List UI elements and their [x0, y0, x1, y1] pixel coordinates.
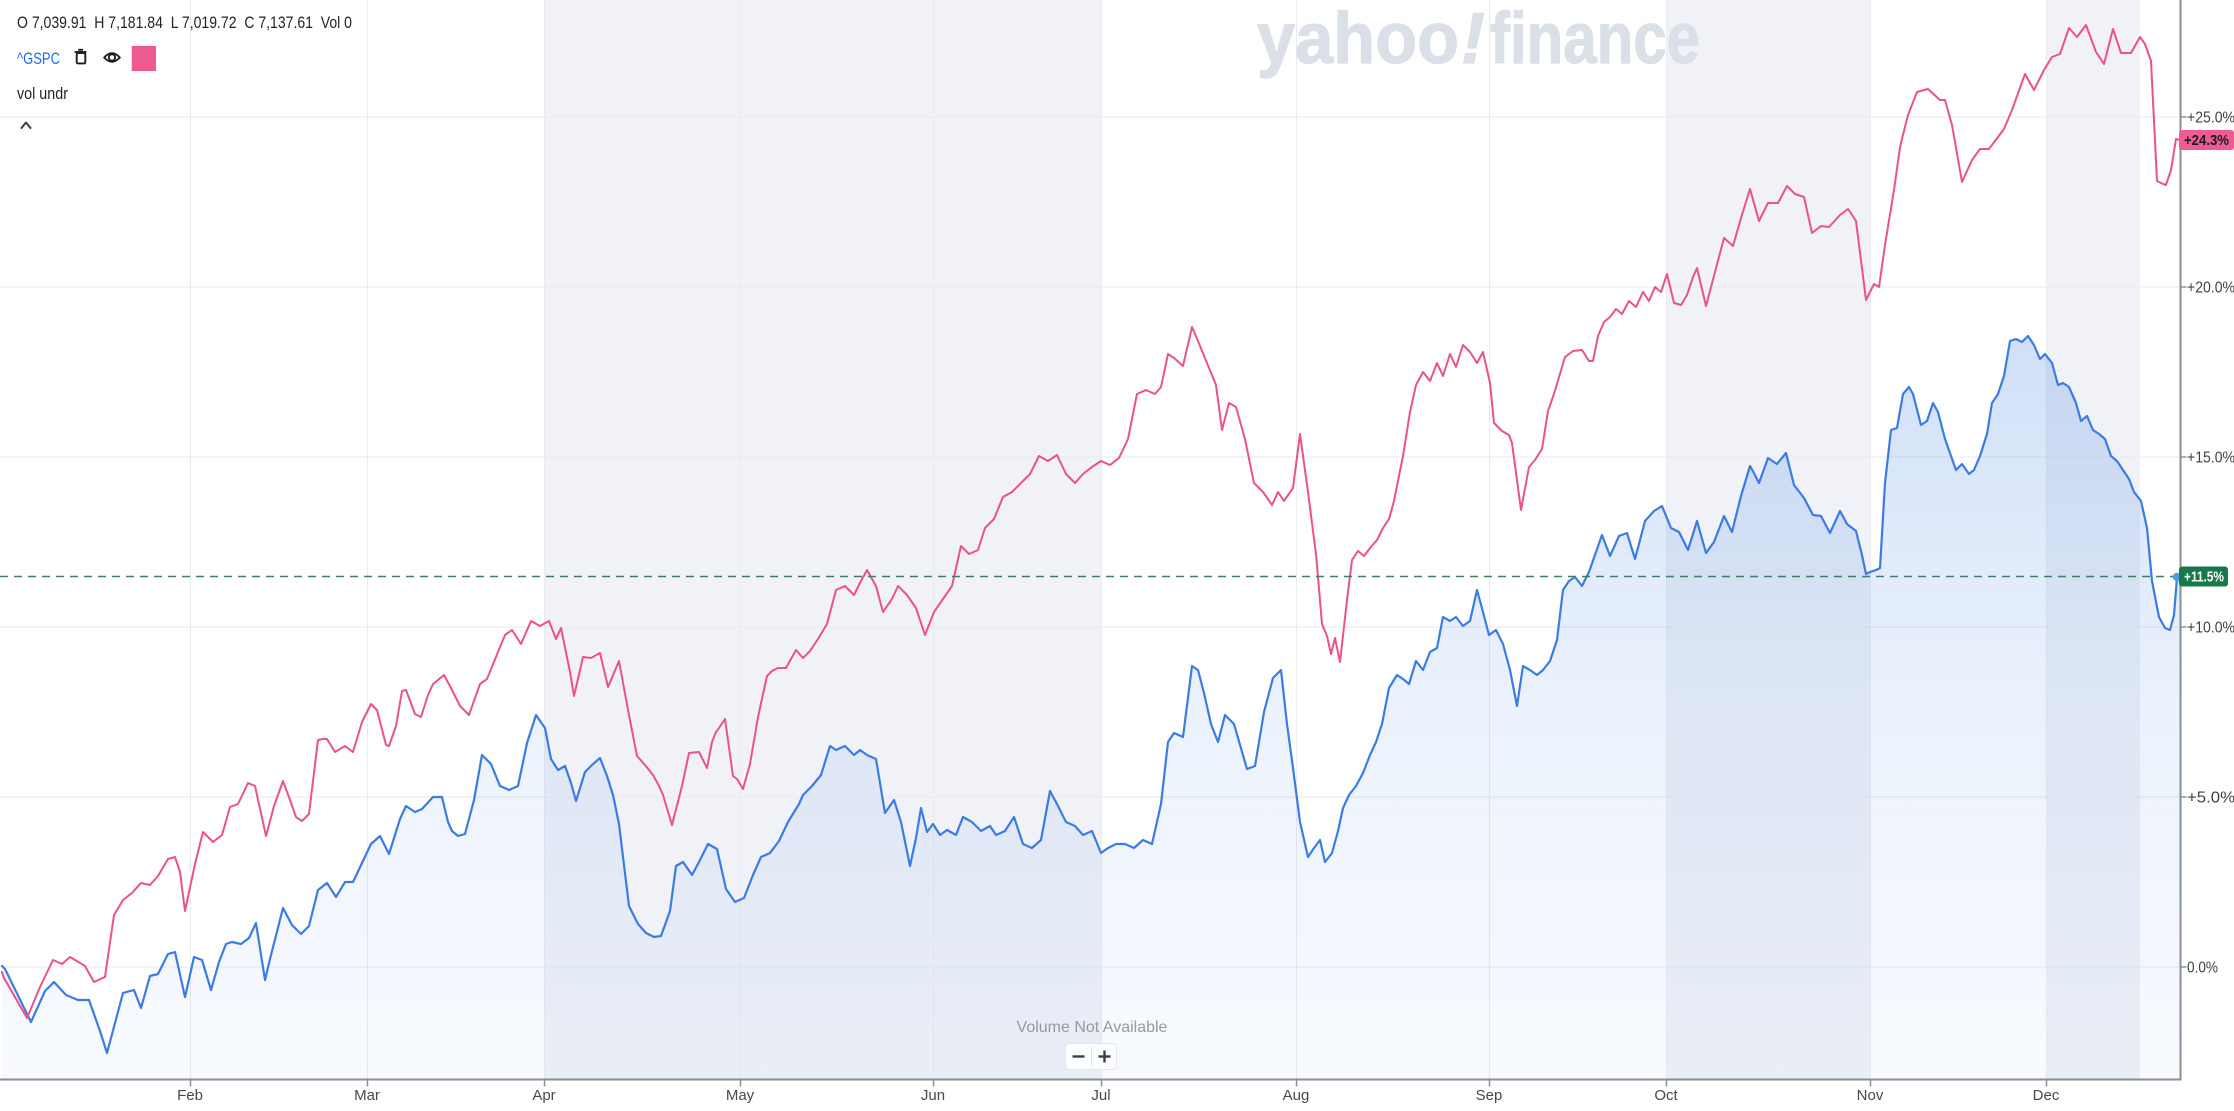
svg-text:Jun: Jun [921, 1087, 945, 1104]
svg-text:Feb: Feb [177, 1087, 203, 1104]
svg-text:Jul: Jul [1091, 1087, 1110, 1104]
svg-text:yahoo: yahoo [1257, 0, 1459, 79]
svg-text:May: May [726, 1087, 755, 1104]
svg-text:Mar: Mar [354, 1087, 380, 1104]
svg-text:+20.0%: +20.0% [2187, 280, 2234, 297]
svg-text:+5.0%: +5.0% [2187, 790, 2234, 807]
svg-text:Nov: Nov [1857, 1087, 1884, 1104]
svg-text:Volume Not Available: Volume Not Available [1017, 1019, 1168, 1036]
svg-text:!: ! [1461, 0, 1485, 79]
svg-text:+24.3%: +24.3% [2184, 133, 2229, 149]
svg-text:O 7,039.91 H 7,181.84 L 7,01: O 7,039.91 H 7,181.84 L 7,019.72 C 7,137… [17, 13, 352, 32]
svg-text:Sep: Sep [1476, 1087, 1503, 1104]
svg-text:Oct: Oct [1654, 1087, 1678, 1104]
svg-text:Dec: Dec [2033, 1087, 2060, 1104]
svg-text:+25.0%: +25.0% [2187, 110, 2234, 127]
svg-text:+11.5%: +11.5% [2184, 570, 2224, 586]
svg-text:^GSPC: ^GSPC [17, 49, 60, 68]
svg-text:Aug: Aug [1283, 1087, 1310, 1104]
svg-text:vol undr: vol undr [17, 84, 68, 103]
svg-text:Apr: Apr [532, 1087, 555, 1104]
svg-text:finance: finance [1490, 0, 1700, 79]
svg-text:0.0%: 0.0% [2187, 960, 2218, 977]
svg-text:+10.0%: +10.0% [2187, 620, 2234, 637]
svg-text:+15.0%: +15.0% [2187, 450, 2234, 467]
